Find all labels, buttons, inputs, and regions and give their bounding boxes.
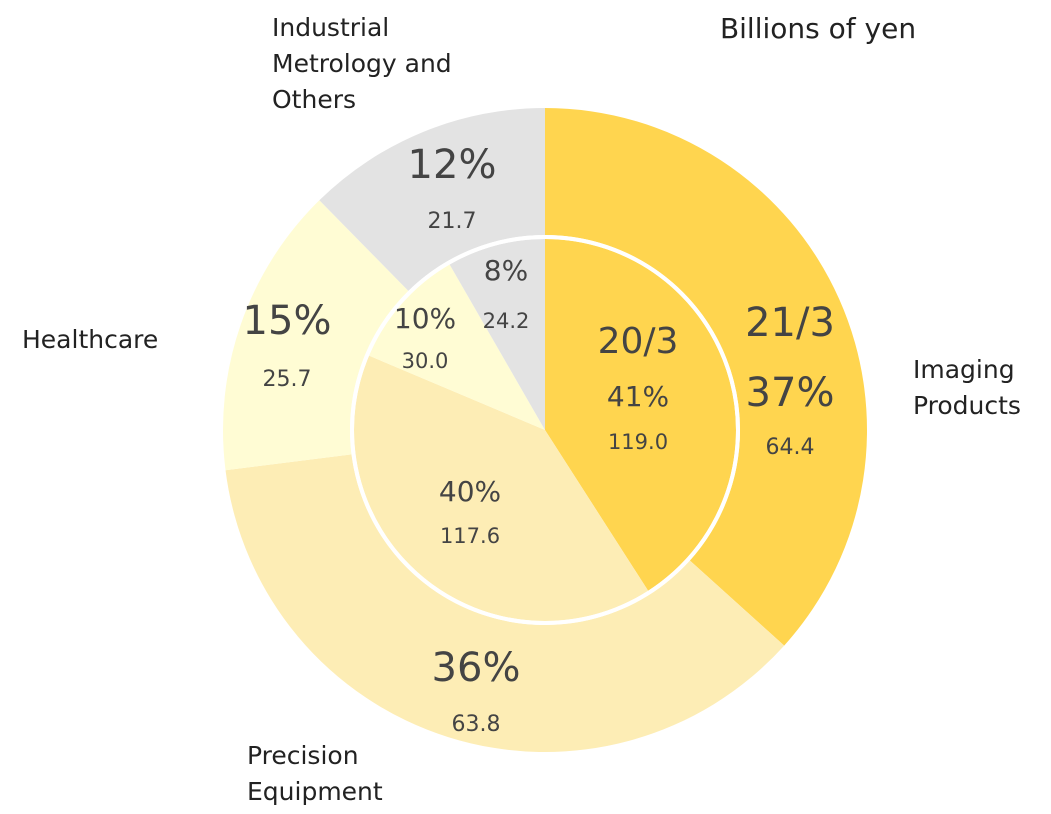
percent-label: 37% — [746, 370, 835, 416]
pie-slice — [545, 108, 868, 646]
amount-label: 119.0 — [608, 430, 668, 454]
category-label: Healthcare — [22, 325, 159, 354]
amount-label: 117.6 — [440, 524, 500, 548]
amount-label: 24.2 — [483, 309, 530, 333]
amount-label: 63.8 — [452, 712, 501, 737]
pie-slice — [449, 239, 545, 430]
pie-slice — [354, 355, 649, 621]
percent-label: 15% — [243, 298, 332, 344]
pie-slice — [319, 107, 545, 291]
percent-label: 36% — [432, 645, 521, 691]
series-label: 21/3 — [745, 300, 835, 346]
ring-separator — [350, 235, 740, 625]
pie-slice — [223, 200, 409, 471]
percent-label: 12% — [408, 142, 497, 188]
amount-label: 64.4 — [766, 435, 815, 460]
percent-label: 41% — [607, 380, 669, 413]
pie-slice — [545, 239, 736, 591]
percent-label: 10% — [394, 302, 456, 335]
chart-title: Billions of yen — [720, 12, 916, 45]
category-label: Imaging Products — [913, 355, 1021, 420]
category-label: Industrial Metrology and Others — [272, 13, 452, 114]
pie-slice — [225, 454, 785, 752]
amount-label: 30.0 — [402, 349, 449, 373]
amount-label: 21.7 — [428, 209, 477, 234]
series-label: 20/3 — [598, 321, 679, 362]
percent-label: 40% — [439, 475, 501, 508]
pie-slice — [369, 264, 545, 430]
category-label: Precision Equipment — [247, 741, 383, 806]
amount-label: 25.7 — [263, 367, 312, 392]
percent-label: 8% — [484, 254, 528, 287]
